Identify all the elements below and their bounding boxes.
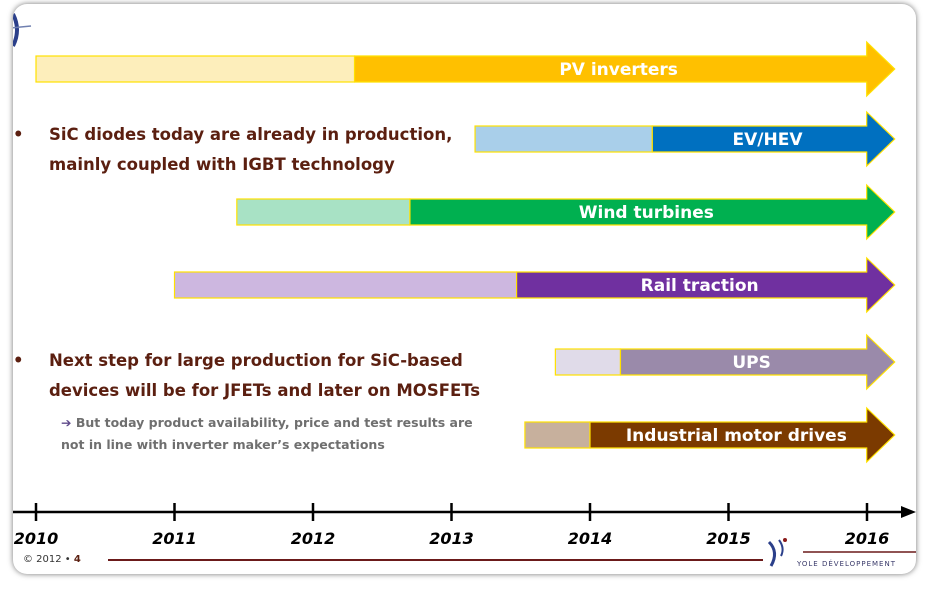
bullet-1: • SiC diodes today are already in produc… <box>13 120 453 180</box>
arrow-right-icon: ➔ <box>61 415 72 430</box>
bullet-1-line-2: mainly coupled with IGBT technology <box>49 155 395 174</box>
bar-4: UPS <box>554 333 896 391</box>
sub-bullet: ➔ But today product availability, price … <box>61 412 473 456</box>
bar-light-segment <box>474 125 653 153</box>
x-tick-label: 2013 <box>429 529 474 548</box>
bar-label: EV/HEV <box>733 130 804 150</box>
bar-1: EV/HEV <box>474 110 896 168</box>
bullet-2-line-1: Next step for large production for SiC-b… <box>49 351 463 370</box>
bar-arrow-segment <box>651 110 896 168</box>
bar-0: PV inverters <box>35 40 896 98</box>
bar-light-segment <box>35 55 356 83</box>
x-axis-arrow <box>901 506 916 518</box>
bullet-1-line-1: SiC diodes today are already in producti… <box>49 125 453 144</box>
copyright-text: © 2012 • <box>23 554 71 565</box>
logo-text: YOLE DÉVELOPPEMENT <box>797 560 896 568</box>
corner-logo-icon <box>13 13 32 47</box>
bar-arrow-segment <box>619 333 896 391</box>
x-tick-label: 2012 <box>291 529 336 548</box>
x-tick-label: 2010 <box>14 529 59 548</box>
bullet-glyph: • <box>13 351 24 370</box>
sub-bullet-line-1: ➔ But today product availability, price … <box>61 412 473 434</box>
slide: PV inverters EV/HEV Wind turbines Rail trac… <box>13 4 916 574</box>
bullet-glyph: • <box>13 125 24 144</box>
page-number: 4 <box>73 554 81 565</box>
bar-arrow-segment <box>353 40 896 98</box>
bar-arrow-segment <box>409 183 896 241</box>
yole-logo-icon <box>767 538 787 567</box>
bullet-2-line-2: devices will be for JFETs and later on M… <box>49 381 481 400</box>
sub-bullet-line-2: not in line with inverter maker’s expect… <box>61 437 385 452</box>
x-tick-label: 2015 <box>706 529 751 548</box>
sub-bullet-text-1: But today product availability, price an… <box>75 415 473 430</box>
bar-label: Wind turbines <box>579 203 714 223</box>
bar-label: Industrial motor drives <box>626 426 847 446</box>
bar-label: Rail traction <box>641 276 759 296</box>
x-tick-label: 2011 <box>152 529 197 548</box>
x-tick-label: 2016 <box>845 529 890 548</box>
bar-light-segment <box>173 271 518 299</box>
footer: © 2012 • 4 <box>23 554 81 565</box>
bar-2: Wind turbines <box>236 183 896 241</box>
x-tick-label: 2014 <box>568 529 613 548</box>
bar-5: Industrial motor drives <box>524 406 896 464</box>
bar-3: Rail traction <box>173 256 896 314</box>
bar-light-segment <box>524 421 591 449</box>
bar-label: UPS <box>732 353 771 373</box>
bar-arrow-segment <box>515 256 896 314</box>
bar-label: PV inverters <box>559 60 678 80</box>
bar-light-segment <box>554 348 622 376</box>
bullet-2: • Next step for large production for SiC… <box>13 346 481 406</box>
bar-light-segment <box>236 198 411 226</box>
bar-arrow-segment <box>589 406 896 464</box>
timeline-chart: PV inverters EV/HEV Wind turbines Rail trac… <box>13 40 916 561</box>
